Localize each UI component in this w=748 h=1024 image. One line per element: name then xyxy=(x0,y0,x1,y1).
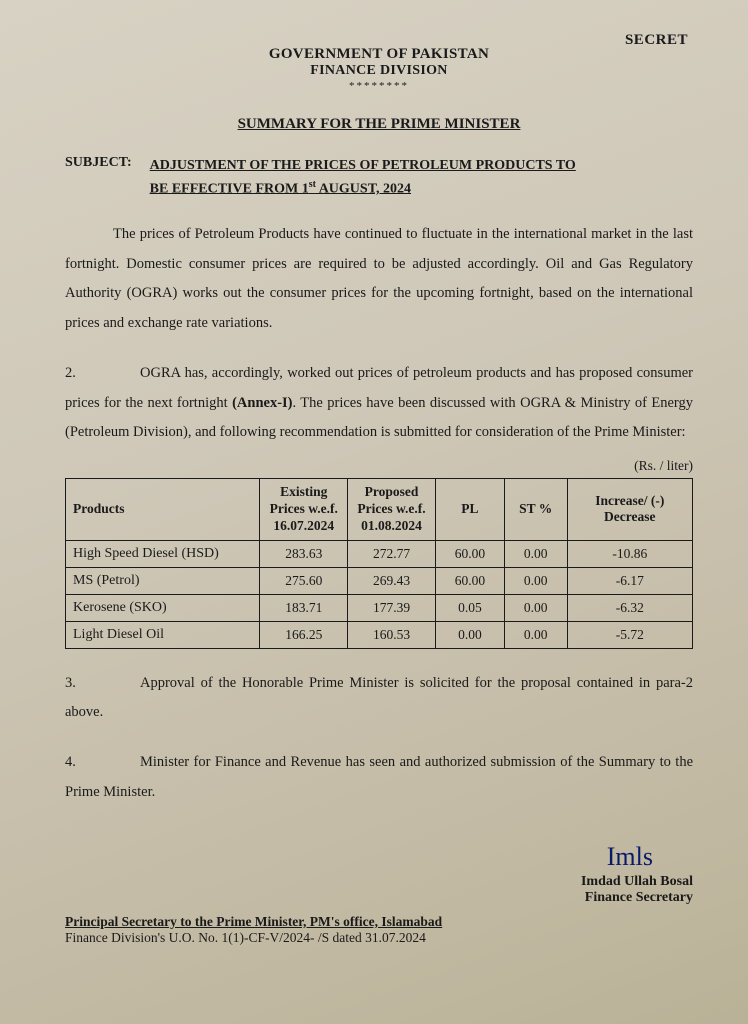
para2-number: 2. xyxy=(65,359,140,389)
para2-annex: (Annex-I) xyxy=(232,395,292,411)
cell-product: High Speed Diesel (HSD) xyxy=(66,540,260,567)
table-row: Kerosene (SKO) 183.71 177.39 0.05 0.00 -… xyxy=(66,594,693,621)
signature-scribble: Imls xyxy=(65,842,693,872)
cell-st: 0.00 xyxy=(504,567,567,594)
th-pl: PL xyxy=(435,479,504,541)
cell-existing: 183.71 xyxy=(260,594,348,621)
footer-reference: Finance Division's U.O. No. 1(1)-CF-V/20… xyxy=(65,930,693,946)
th-products: Products xyxy=(66,479,260,541)
table-header-row: Products Existing Prices w.e.f. 16.07.20… xyxy=(66,479,693,541)
subject-sup: st xyxy=(309,179,316,190)
division-name: FINANCE DIVISION xyxy=(65,63,693,79)
footer: Principal Secretary to the Prime Ministe… xyxy=(65,914,693,946)
para3-number: 3. xyxy=(65,669,140,699)
paragraph-1: The prices of Petroleum Products have co… xyxy=(65,220,693,339)
cell-pl: 0.05 xyxy=(435,594,504,621)
cell-existing: 166.25 xyxy=(260,621,348,648)
paragraph-4: 4.Minister for Finance and Revenue has s… xyxy=(65,748,693,807)
cell-change: -6.17 xyxy=(567,567,692,594)
classification-label: SECRET xyxy=(625,32,688,49)
cell-change: -5.72 xyxy=(567,621,692,648)
subject-label: SUBJECT: xyxy=(65,155,132,200)
subject-row: SUBJECT: ADJUSTMENT OF THE PRICES OF PET… xyxy=(65,155,693,200)
cell-st: 0.00 xyxy=(504,594,567,621)
signature-block: Imls Imdad Ullah Bosal Finance Secretary xyxy=(65,842,693,906)
cell-pl: 60.00 xyxy=(435,567,504,594)
subject-line1: ADJUSTMENT OF THE PRICES OF PETROLEUM PR… xyxy=(150,158,576,173)
table-body: High Speed Diesel (HSD) 283.63 272.77 60… xyxy=(66,540,693,648)
cell-pl: 0.00 xyxy=(435,621,504,648)
subject-line2a: BE EFFECTIVE FROM 1 xyxy=(150,181,309,196)
table-row: High Speed Diesel (HSD) 283.63 272.77 60… xyxy=(66,540,693,567)
cell-change: -6.32 xyxy=(567,594,692,621)
th-proposed: Proposed Prices w.e.f. 01.08.2024 xyxy=(348,479,436,541)
cell-change: -10.86 xyxy=(567,540,692,567)
cell-product: MS (Petrol) xyxy=(66,567,260,594)
subject-line2b: AUGUST, 2024 xyxy=(316,181,411,196)
footer-recipient: Principal Secretary to the Prime Ministe… xyxy=(65,914,693,930)
cell-existing: 275.60 xyxy=(260,567,348,594)
cell-product: Kerosene (SKO) xyxy=(66,594,260,621)
paragraph-2: 2.OGRA has, accordingly, worked out pric… xyxy=(65,359,693,448)
cell-proposed: 269.43 xyxy=(348,567,436,594)
price-table: Products Existing Prices w.e.f. 16.07.20… xyxy=(65,478,693,649)
th-st: ST % xyxy=(504,479,567,541)
separator-stars: ******** xyxy=(65,80,693,92)
para3-text: Approval of the Honorable Prime Minister… xyxy=(65,675,693,721)
signature-title: Finance Secretary xyxy=(65,890,693,906)
cell-existing: 283.63 xyxy=(260,540,348,567)
cell-product: Light Diesel Oil xyxy=(66,621,260,648)
cell-proposed: 272.77 xyxy=(348,540,436,567)
cell-proposed: 177.39 xyxy=(348,594,436,621)
table-row: Light Diesel Oil 166.25 160.53 0.00 0.00… xyxy=(66,621,693,648)
paragraph-3: 3.Approval of the Honorable Prime Minist… xyxy=(65,669,693,728)
signature-name: Imdad Ullah Bosal xyxy=(65,874,693,890)
th-existing: Existing Prices w.e.f. 16.07.2024 xyxy=(260,479,348,541)
cell-pl: 60.00 xyxy=(435,540,504,567)
summary-title: SUMMARY FOR THE PRIME MINISTER xyxy=(65,116,693,133)
cell-st: 0.00 xyxy=(504,540,567,567)
government-name: GOVERNMENT OF PAKISTAN xyxy=(65,46,693,63)
th-change: Increase/ (-) Decrease xyxy=(567,479,692,541)
cell-st: 0.00 xyxy=(504,621,567,648)
table-row: MS (Petrol) 275.60 269.43 60.00 0.00 -6.… xyxy=(66,567,693,594)
document-header: GOVERNMENT OF PAKISTAN FINANCE DIVISION … xyxy=(65,46,693,92)
subject-text: ADJUSTMENT OF THE PRICES OF PETROLEUM PR… xyxy=(150,155,576,200)
cell-proposed: 160.53 xyxy=(348,621,436,648)
unit-label: (Rs. / liter) xyxy=(65,458,693,474)
para4-text: Minister for Finance and Revenue has see… xyxy=(65,754,693,800)
para4-number: 4. xyxy=(65,748,140,778)
